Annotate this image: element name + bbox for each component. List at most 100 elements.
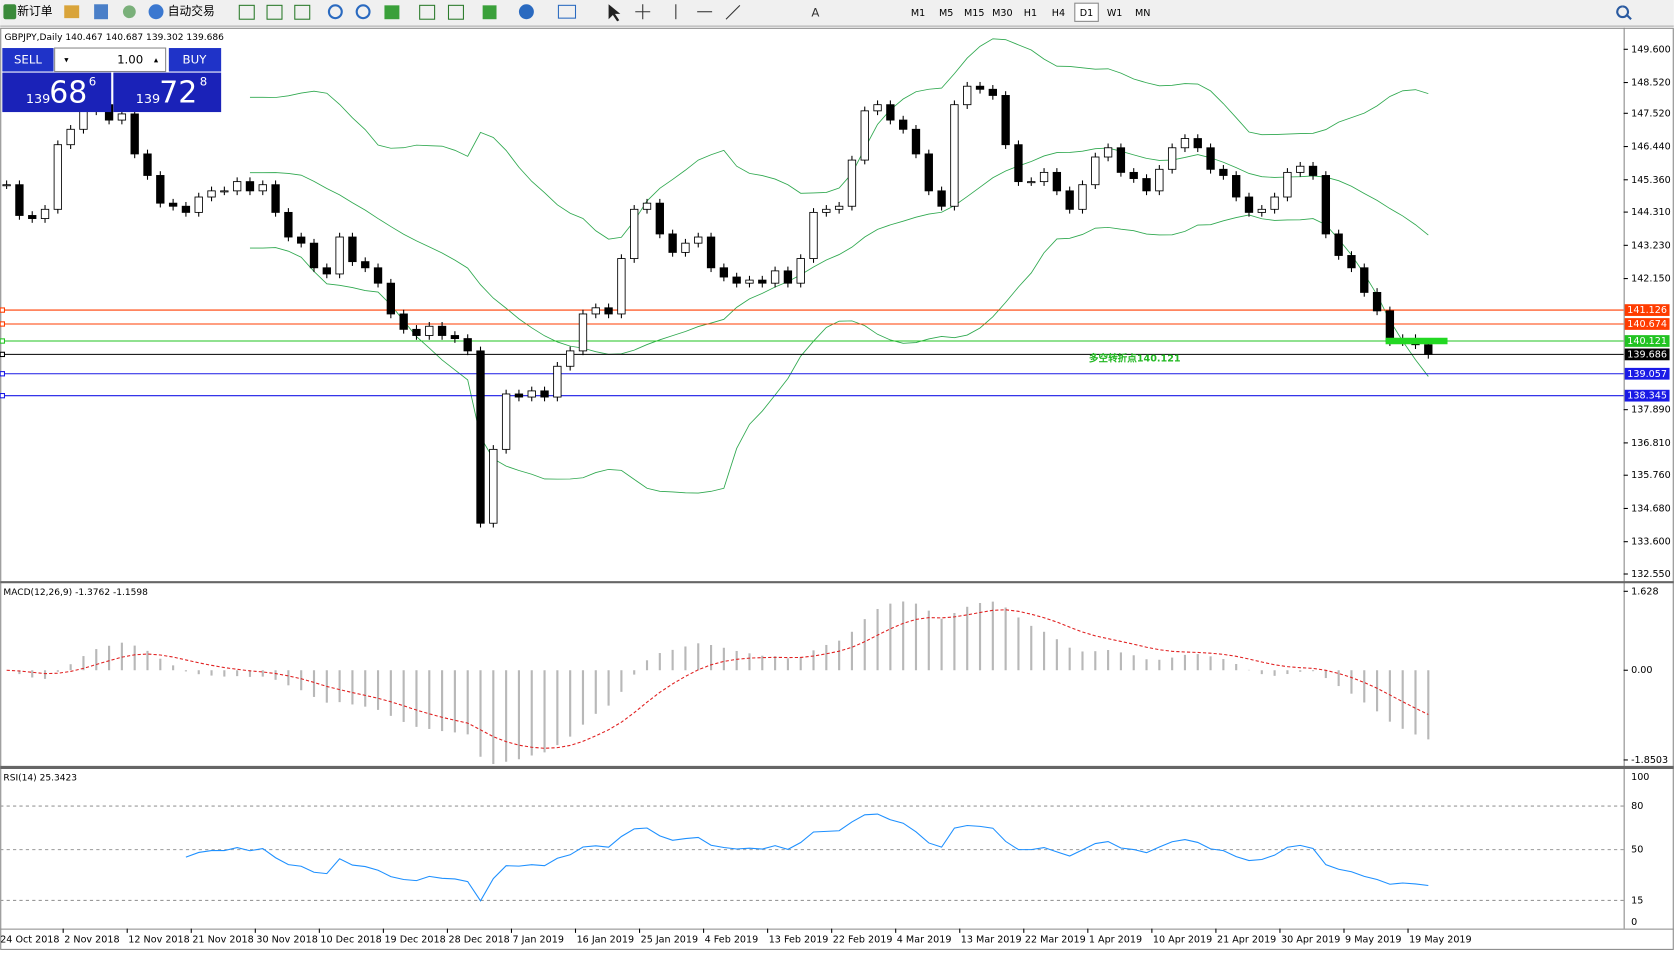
new-order-icon[interactable] xyxy=(3,4,17,20)
candle xyxy=(822,208,831,213)
candle xyxy=(1232,175,1241,198)
plot: 149.600 148.520 147.520 146.440 145.360 144.3… xyxy=(0,38,1671,945)
candle xyxy=(950,104,959,207)
candle xyxy=(591,307,600,315)
candle xyxy=(297,236,306,244)
periods[interactable] xyxy=(518,4,534,20)
x-tick-label: 9 May 2019 xyxy=(1345,934,1401,945)
x-tick-label: 10 Apr 2019 xyxy=(1153,934,1212,945)
zoom-out[interactable] xyxy=(355,4,371,20)
candle xyxy=(66,128,75,146)
candle xyxy=(1308,165,1318,176)
timeframe[interactable]: M30 xyxy=(992,8,1012,19)
level-label-box xyxy=(1624,335,1670,347)
y-tick-label: 1.628 xyxy=(1631,586,1658,597)
crosshair-tool[interactable] xyxy=(635,4,651,20)
buy-big-figure[interactable]: 139 xyxy=(136,92,160,107)
sell-big-figure[interactable]: 139 xyxy=(26,92,50,107)
candle xyxy=(719,267,729,278)
candle xyxy=(1334,233,1343,256)
lot-down[interactable]: ▾ xyxy=(64,55,69,65)
sell-pips[interactable]: 68 xyxy=(49,75,87,110)
timeframe[interactable]: D1 xyxy=(1080,8,1094,19)
candle xyxy=(322,267,331,275)
tool-icon[interactable] xyxy=(64,5,80,19)
candle xyxy=(28,215,37,219)
candle xyxy=(732,276,741,284)
sell-button[interactable] xyxy=(2,48,54,72)
timeframe[interactable]: H4 xyxy=(1052,8,1065,19)
x-tick-label: 19 May 2019 xyxy=(1409,934,1472,945)
new-order[interactable]: 新订单 xyxy=(17,4,52,18)
x-tick-label: 10 Dec 2018 xyxy=(320,934,381,945)
x-tick-label: 21 Apr 2019 xyxy=(1217,934,1276,945)
tool-icon[interactable] xyxy=(294,4,311,20)
candle xyxy=(1385,310,1395,343)
candle xyxy=(143,153,152,176)
lot-value[interactable]: 1.00 xyxy=(117,52,143,66)
indicators[interactable] xyxy=(482,5,497,20)
candle xyxy=(1270,196,1279,210)
candle xyxy=(1027,181,1036,184)
x-tick-label: 21 Nov 2018 xyxy=(192,934,253,945)
tool-icon[interactable] xyxy=(384,5,400,20)
y-tick-label: 149.600 xyxy=(1631,44,1671,55)
candle xyxy=(501,393,511,450)
candle xyxy=(847,159,857,207)
tool-icon[interactable] xyxy=(266,4,283,20)
sell-price-box[interactable] xyxy=(2,72,112,113)
sell-fraction[interactable]: 6 xyxy=(89,75,96,89)
lot-up[interactable]: ▴ xyxy=(154,55,159,65)
buy-label[interactable]: BUY xyxy=(183,52,208,66)
bollinger-band xyxy=(249,38,1429,240)
auto-trading-icon[interactable] xyxy=(148,4,164,20)
templates[interactable] xyxy=(557,4,577,19)
macd-label: MACD(12,26,9) -1.3762 -1.1598 xyxy=(3,588,148,598)
trendline-tool[interactable] xyxy=(725,4,741,20)
buy-price-box[interactable] xyxy=(113,72,222,113)
timeframe[interactable]: M15 xyxy=(964,8,985,19)
candle xyxy=(924,153,933,192)
candle xyxy=(425,325,434,336)
candle xyxy=(437,325,447,336)
candle xyxy=(514,393,524,398)
candle xyxy=(899,119,908,130)
text-tool[interactable]: A xyxy=(811,5,819,19)
candle xyxy=(1257,208,1266,213)
candle xyxy=(886,104,895,121)
y-tick-label: 0 xyxy=(1631,917,1637,928)
tool-icon[interactable] xyxy=(447,4,464,20)
x-tick-label: 4 Feb 2019 xyxy=(705,934,759,945)
lot-input[interactable] xyxy=(54,47,167,73)
candle xyxy=(1014,144,1023,183)
candle xyxy=(604,307,613,315)
timeframe[interactable]: H1 xyxy=(1024,8,1037,19)
x-tick-label: 12 Nov 2018 xyxy=(128,934,189,945)
buy-button[interactable] xyxy=(168,48,222,72)
timeframe[interactable]: MN xyxy=(1135,8,1150,19)
candle xyxy=(1116,147,1126,173)
cursor-tool[interactable] xyxy=(608,4,621,22)
candle xyxy=(15,184,24,216)
candle xyxy=(412,328,421,336)
tool-icon[interactable] xyxy=(238,4,255,20)
zoom-in[interactable] xyxy=(327,4,343,20)
candle xyxy=(796,258,805,284)
candle xyxy=(1321,175,1331,235)
y-tick-label: 136.810 xyxy=(1631,438,1671,449)
timeframe[interactable]: M1 xyxy=(911,8,925,19)
candle xyxy=(1065,190,1074,210)
sell-label[interactable]: SELL xyxy=(14,52,42,66)
auto-trading[interactable]: 自动交易 xyxy=(168,4,215,18)
candle xyxy=(40,208,50,219)
buy-fraction[interactable]: 8 xyxy=(200,75,207,89)
tool-icon[interactable] xyxy=(419,4,436,20)
timeframe[interactable]: M5 xyxy=(939,8,953,19)
tool-icon[interactable] xyxy=(122,5,136,19)
timeframe[interactable]: W1 xyxy=(1107,8,1123,19)
tool-icon[interactable] xyxy=(94,4,109,20)
buy-pips[interactable]: 72 xyxy=(159,75,197,110)
search[interactable] xyxy=(1616,5,1632,20)
macd-signal xyxy=(6,609,1429,749)
